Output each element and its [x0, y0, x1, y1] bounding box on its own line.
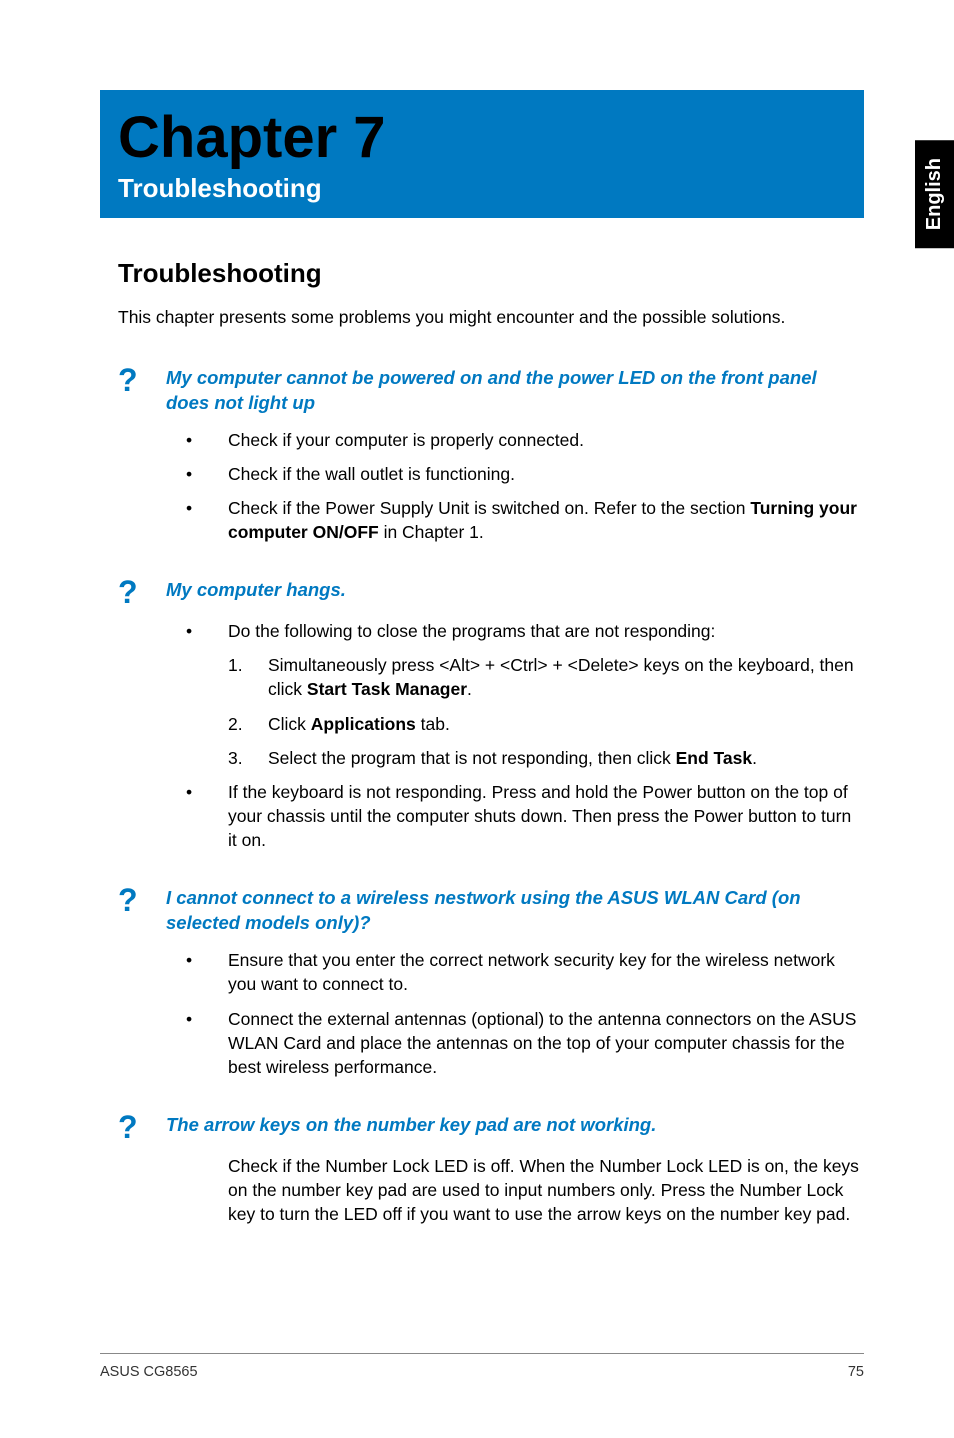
text-segment: in Chapter 1.	[379, 522, 484, 542]
qa-header: ? The arrow keys on the number key pad a…	[118, 1113, 864, 1142]
question-title: The arrow keys on the number key pad are…	[166, 1113, 864, 1138]
question-mark-icon: ?	[118, 366, 144, 395]
question-mark-icon: ?	[118, 886, 144, 915]
text-segment: tab.	[416, 714, 450, 734]
question-mark-icon: ?	[118, 578, 144, 607]
bullet-text: Check if your computer is properly conne…	[228, 428, 864, 452]
bold-text: Applications	[311, 714, 416, 734]
bullet-list: • Ensure that you enter the correct netw…	[182, 948, 864, 1079]
bullet-text: Check if the Power Supply Unit is switch…	[228, 496, 864, 544]
chapter-banner: Chapter 7 Troubleshooting	[100, 90, 864, 218]
question-title: My computer hangs.	[166, 578, 864, 603]
question-title: My computer cannot be powered on and the…	[166, 366, 864, 416]
bullet-icon: •	[182, 496, 228, 520]
list-item: • Ensure that you enter the correct netw…	[182, 948, 864, 996]
text-segment: .	[752, 748, 757, 768]
bullet-text: Connect the external antennas (optional)…	[228, 1007, 864, 1079]
qa-block-hangs: ? My computer hangs. • Do the following …	[100, 578, 864, 852]
question-title: I cannot connect to a wireless nestwork …	[166, 886, 864, 936]
numbered-list: 1. Simultaneously press <Alt> + <Ctrl> +…	[182, 653, 864, 770]
text-segment: .	[467, 679, 472, 699]
list-item: • Connect the external antennas (optiona…	[182, 1007, 864, 1079]
bullet-text: If the keyboard is not responding. Press…	[228, 780, 864, 852]
list-item: 3. Select the program that is not respon…	[228, 746, 864, 770]
footer-page-number: 75	[848, 1364, 864, 1380]
qa-body: • Ensure that you enter the correct netw…	[118, 948, 864, 1079]
section-heading: Troubleshooting	[100, 258, 864, 289]
qa-body: • Check if your computer is properly con…	[118, 428, 864, 545]
question-mark-icon: ?	[118, 1113, 144, 1142]
list-item: • Do the following to close the programs…	[182, 619, 864, 643]
qa-block-wlan: ? I cannot connect to a wireless nestwor…	[100, 886, 864, 1079]
list-item: • If the keyboard is not responding. Pre…	[182, 780, 864, 852]
bullet-icon: •	[182, 1007, 228, 1031]
num-text: Click Applications tab.	[268, 712, 864, 736]
num-marker: 3.	[228, 746, 268, 770]
bullet-icon: •	[182, 780, 228, 804]
num-marker: 1.	[228, 653, 268, 677]
num-text: Select the program that is not respondin…	[268, 746, 864, 770]
qa-block-arrow-keys: ? The arrow keys on the number key pad a…	[100, 1113, 864, 1226]
list-item: 1. Simultaneously press <Alt> + <Ctrl> +…	[228, 653, 864, 701]
page-footer: ASUS CG8565 75	[100, 1353, 864, 1380]
answer-text: Check if the Number Lock LED is off. Whe…	[182, 1154, 864, 1226]
qa-header: ? My computer hangs.	[118, 578, 864, 607]
bullet-list: • Do the following to close the programs…	[182, 619, 864, 643]
bullet-icon: •	[182, 462, 228, 486]
bullet-list: • If the keyboard is not responding. Pre…	[182, 780, 864, 852]
bullet-icon: •	[182, 428, 228, 452]
footer-product: ASUS CG8565	[100, 1364, 198, 1380]
chapter-subtitle: Troubleshooting	[118, 173, 846, 204]
qa-body: Check if the Number Lock LED is off. Whe…	[118, 1154, 864, 1226]
list-item: 2. Click Applications tab.	[228, 712, 864, 736]
bullet-text: Check if the wall outlet is functioning.	[228, 462, 864, 486]
bullet-icon: •	[182, 948, 228, 972]
language-tab: English	[915, 140, 954, 248]
bullet-text: Do the following to close the programs t…	[228, 619, 864, 643]
bullet-icon: •	[182, 619, 228, 643]
page-container: English Chapter 7 Troubleshooting Troubl…	[0, 0, 954, 1438]
qa-header: ? My computer cannot be powered on and t…	[118, 366, 864, 416]
text-segment: Click	[268, 714, 311, 734]
qa-header: ? I cannot connect to a wireless nestwor…	[118, 886, 864, 936]
text-segment: Check if the Power Supply Unit is switch…	[228, 498, 750, 518]
bold-text: Start Task Manager	[307, 679, 467, 699]
num-text: Simultaneously press <Alt> + <Ctrl> + <D…	[268, 653, 864, 701]
bold-text: End Task	[676, 748, 753, 768]
list-item: • Check if your computer is properly con…	[182, 428, 864, 452]
intro-text: This chapter presents some problems you …	[100, 307, 864, 328]
qa-block-power: ? My computer cannot be powered on and t…	[100, 366, 864, 545]
list-item: • Check if the Power Supply Unit is swit…	[182, 496, 864, 544]
list-item: • Check if the wall outlet is functionin…	[182, 462, 864, 486]
text-segment: Select the program that is not respondin…	[268, 748, 676, 768]
bullet-list: • Check if your computer is properly con…	[182, 428, 864, 545]
bullet-text: Ensure that you enter the correct networ…	[228, 948, 864, 996]
num-marker: 2.	[228, 712, 268, 736]
qa-body: • Do the following to close the programs…	[118, 619, 864, 852]
chapter-title: Chapter 7	[118, 108, 846, 169]
